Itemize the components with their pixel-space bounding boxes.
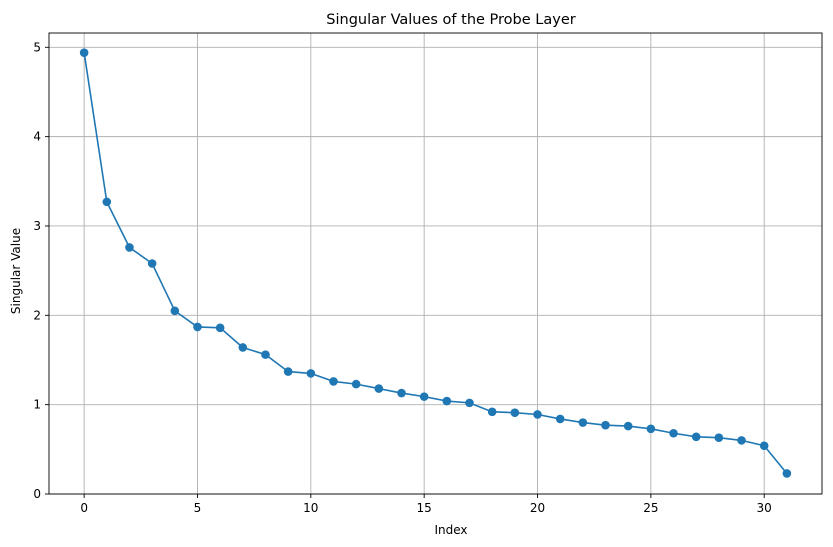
data-point <box>329 377 338 386</box>
data-point <box>351 379 361 389</box>
x-tick-label: 25 <box>643 501 658 515</box>
chart-title: Singular Values of the Probe Layer <box>326 12 575 28</box>
data-point <box>193 322 202 332</box>
data-point <box>465 398 474 408</box>
data-point <box>601 420 610 430</box>
x-tick-label: 0 <box>80 501 88 515</box>
x-tick-label: 20 <box>530 501 545 515</box>
data-point <box>759 441 769 451</box>
data-point <box>306 369 316 378</box>
data-point <box>578 418 588 427</box>
x-tick-label: 30 <box>757 501 772 515</box>
data-point <box>782 469 792 478</box>
data-point <box>147 259 157 268</box>
y-tick-label: 5 <box>33 40 41 54</box>
data-point <box>283 367 293 376</box>
x-tick-label: 5 <box>194 501 202 515</box>
data-point <box>215 323 225 333</box>
data-point <box>555 414 565 424</box>
data-point <box>261 350 270 359</box>
series <box>79 48 792 478</box>
plot-frame <box>48 32 823 495</box>
y-tick-label: 2 <box>33 308 41 322</box>
data-point <box>691 432 701 442</box>
x-axis-label: Index <box>434 523 467 537</box>
data-point <box>102 197 112 207</box>
grid-lines <box>49 33 822 495</box>
y-tick-label: 0 <box>33 487 41 501</box>
y-tick-label: 1 <box>33 398 41 412</box>
data-point <box>419 392 429 401</box>
x-axis-ticks: 0 5 10 15 20 25 30 <box>80 494 772 515</box>
data-point <box>125 243 134 252</box>
data-point <box>170 306 180 316</box>
x-tick-label: 15 <box>417 501 432 515</box>
data-point <box>714 433 724 443</box>
y-tick-label: 4 <box>33 130 41 144</box>
data-point <box>79 48 89 57</box>
data-point <box>397 388 406 398</box>
data-point <box>510 408 520 417</box>
y-axis-label: Singular Value <box>9 228 23 314</box>
data-point <box>442 396 452 406</box>
data-point <box>238 343 248 352</box>
data-point <box>487 407 497 417</box>
data-point <box>737 436 746 445</box>
data-point <box>374 384 384 393</box>
y-tick-label: 3 <box>33 219 41 233</box>
data-point <box>623 421 633 431</box>
data-point <box>646 424 656 434</box>
y-axis-ticks: 0 1 2 3 4 5 <box>33 40 49 501</box>
data-point <box>669 428 678 438</box>
data-point <box>533 410 542 419</box>
series-line <box>83 52 788 474</box>
x-tick-label: 10 <box>303 501 318 515</box>
